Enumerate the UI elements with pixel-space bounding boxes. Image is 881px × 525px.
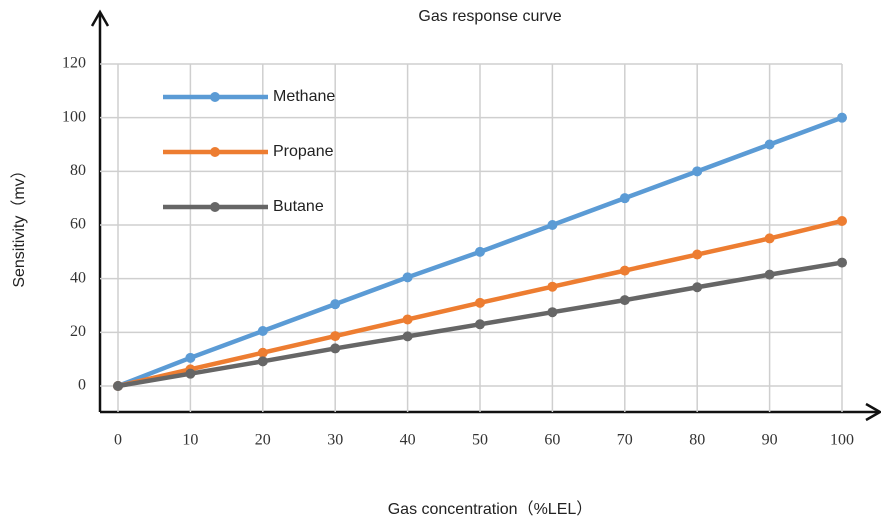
y-tick-label: 80 <box>70 162 86 179</box>
data-point <box>257 347 268 358</box>
data-point <box>330 299 341 310</box>
legend-marker <box>210 147 220 157</box>
data-point <box>692 249 703 260</box>
data-point <box>475 297 485 308</box>
data-point <box>330 331 341 342</box>
x-tick-label: 100 <box>830 432 854 449</box>
data-point <box>185 368 196 379</box>
y-tick-label: 40 <box>70 269 86 286</box>
x-tick-label: 40 <box>400 432 416 449</box>
data-point <box>764 233 775 244</box>
data-point <box>402 331 413 342</box>
data-point <box>402 272 413 283</box>
chart-title: Gas response curve <box>418 8 561 25</box>
legend-label: Methane <box>273 88 335 105</box>
data-point <box>692 282 703 293</box>
x-axis-arrow <box>865 402 881 422</box>
x-tick-label: 0 <box>114 432 122 449</box>
x-tick-label: 10 <box>182 432 198 449</box>
data-point <box>619 295 630 306</box>
axes <box>90 9 881 422</box>
legend-label: Propane <box>273 143 334 160</box>
y-tick-label: 120 <box>62 55 86 72</box>
x-tick-label: 80 <box>689 432 705 449</box>
y-axis-arrow <box>90 9 110 27</box>
data-point <box>475 246 485 257</box>
data-point <box>837 215 847 226</box>
x-tick-label: 70 <box>617 432 633 449</box>
data-point <box>475 319 485 330</box>
legend-marker <box>210 92 220 102</box>
data-point <box>257 325 268 336</box>
data-point <box>257 356 268 367</box>
data-point <box>837 257 847 268</box>
x-axis-label: Gas concentration（%LEL） <box>388 500 593 518</box>
data-point <box>764 269 775 280</box>
data-point <box>547 307 558 318</box>
legend-label: Butane <box>273 198 324 215</box>
data-point <box>547 220 558 230</box>
x-tick-label: 50 <box>472 432 488 449</box>
y-axis-label: Sensitivity（mv） <box>10 162 28 287</box>
data-point <box>330 343 341 354</box>
data-point <box>619 193 630 204</box>
y-tick-label: 20 <box>70 323 86 340</box>
data-point <box>185 352 196 363</box>
data-point <box>764 139 775 150</box>
x-tick-label: 90 <box>762 432 778 449</box>
legend-marker <box>210 202 220 212</box>
data-point <box>113 381 123 391</box>
data-point <box>837 112 847 123</box>
data-point <box>402 314 413 325</box>
y-tick-label: 100 <box>62 108 86 125</box>
x-tick-label: 30 <box>327 432 343 449</box>
y-tick-label: 60 <box>70 216 86 233</box>
data-point <box>619 265 630 276</box>
data-point <box>692 166 703 177</box>
data-point <box>547 281 558 292</box>
x-tick-label: 20 <box>255 432 271 449</box>
x-tick-label: 60 <box>544 432 560 449</box>
y-tick-label: 0 <box>78 377 86 394</box>
